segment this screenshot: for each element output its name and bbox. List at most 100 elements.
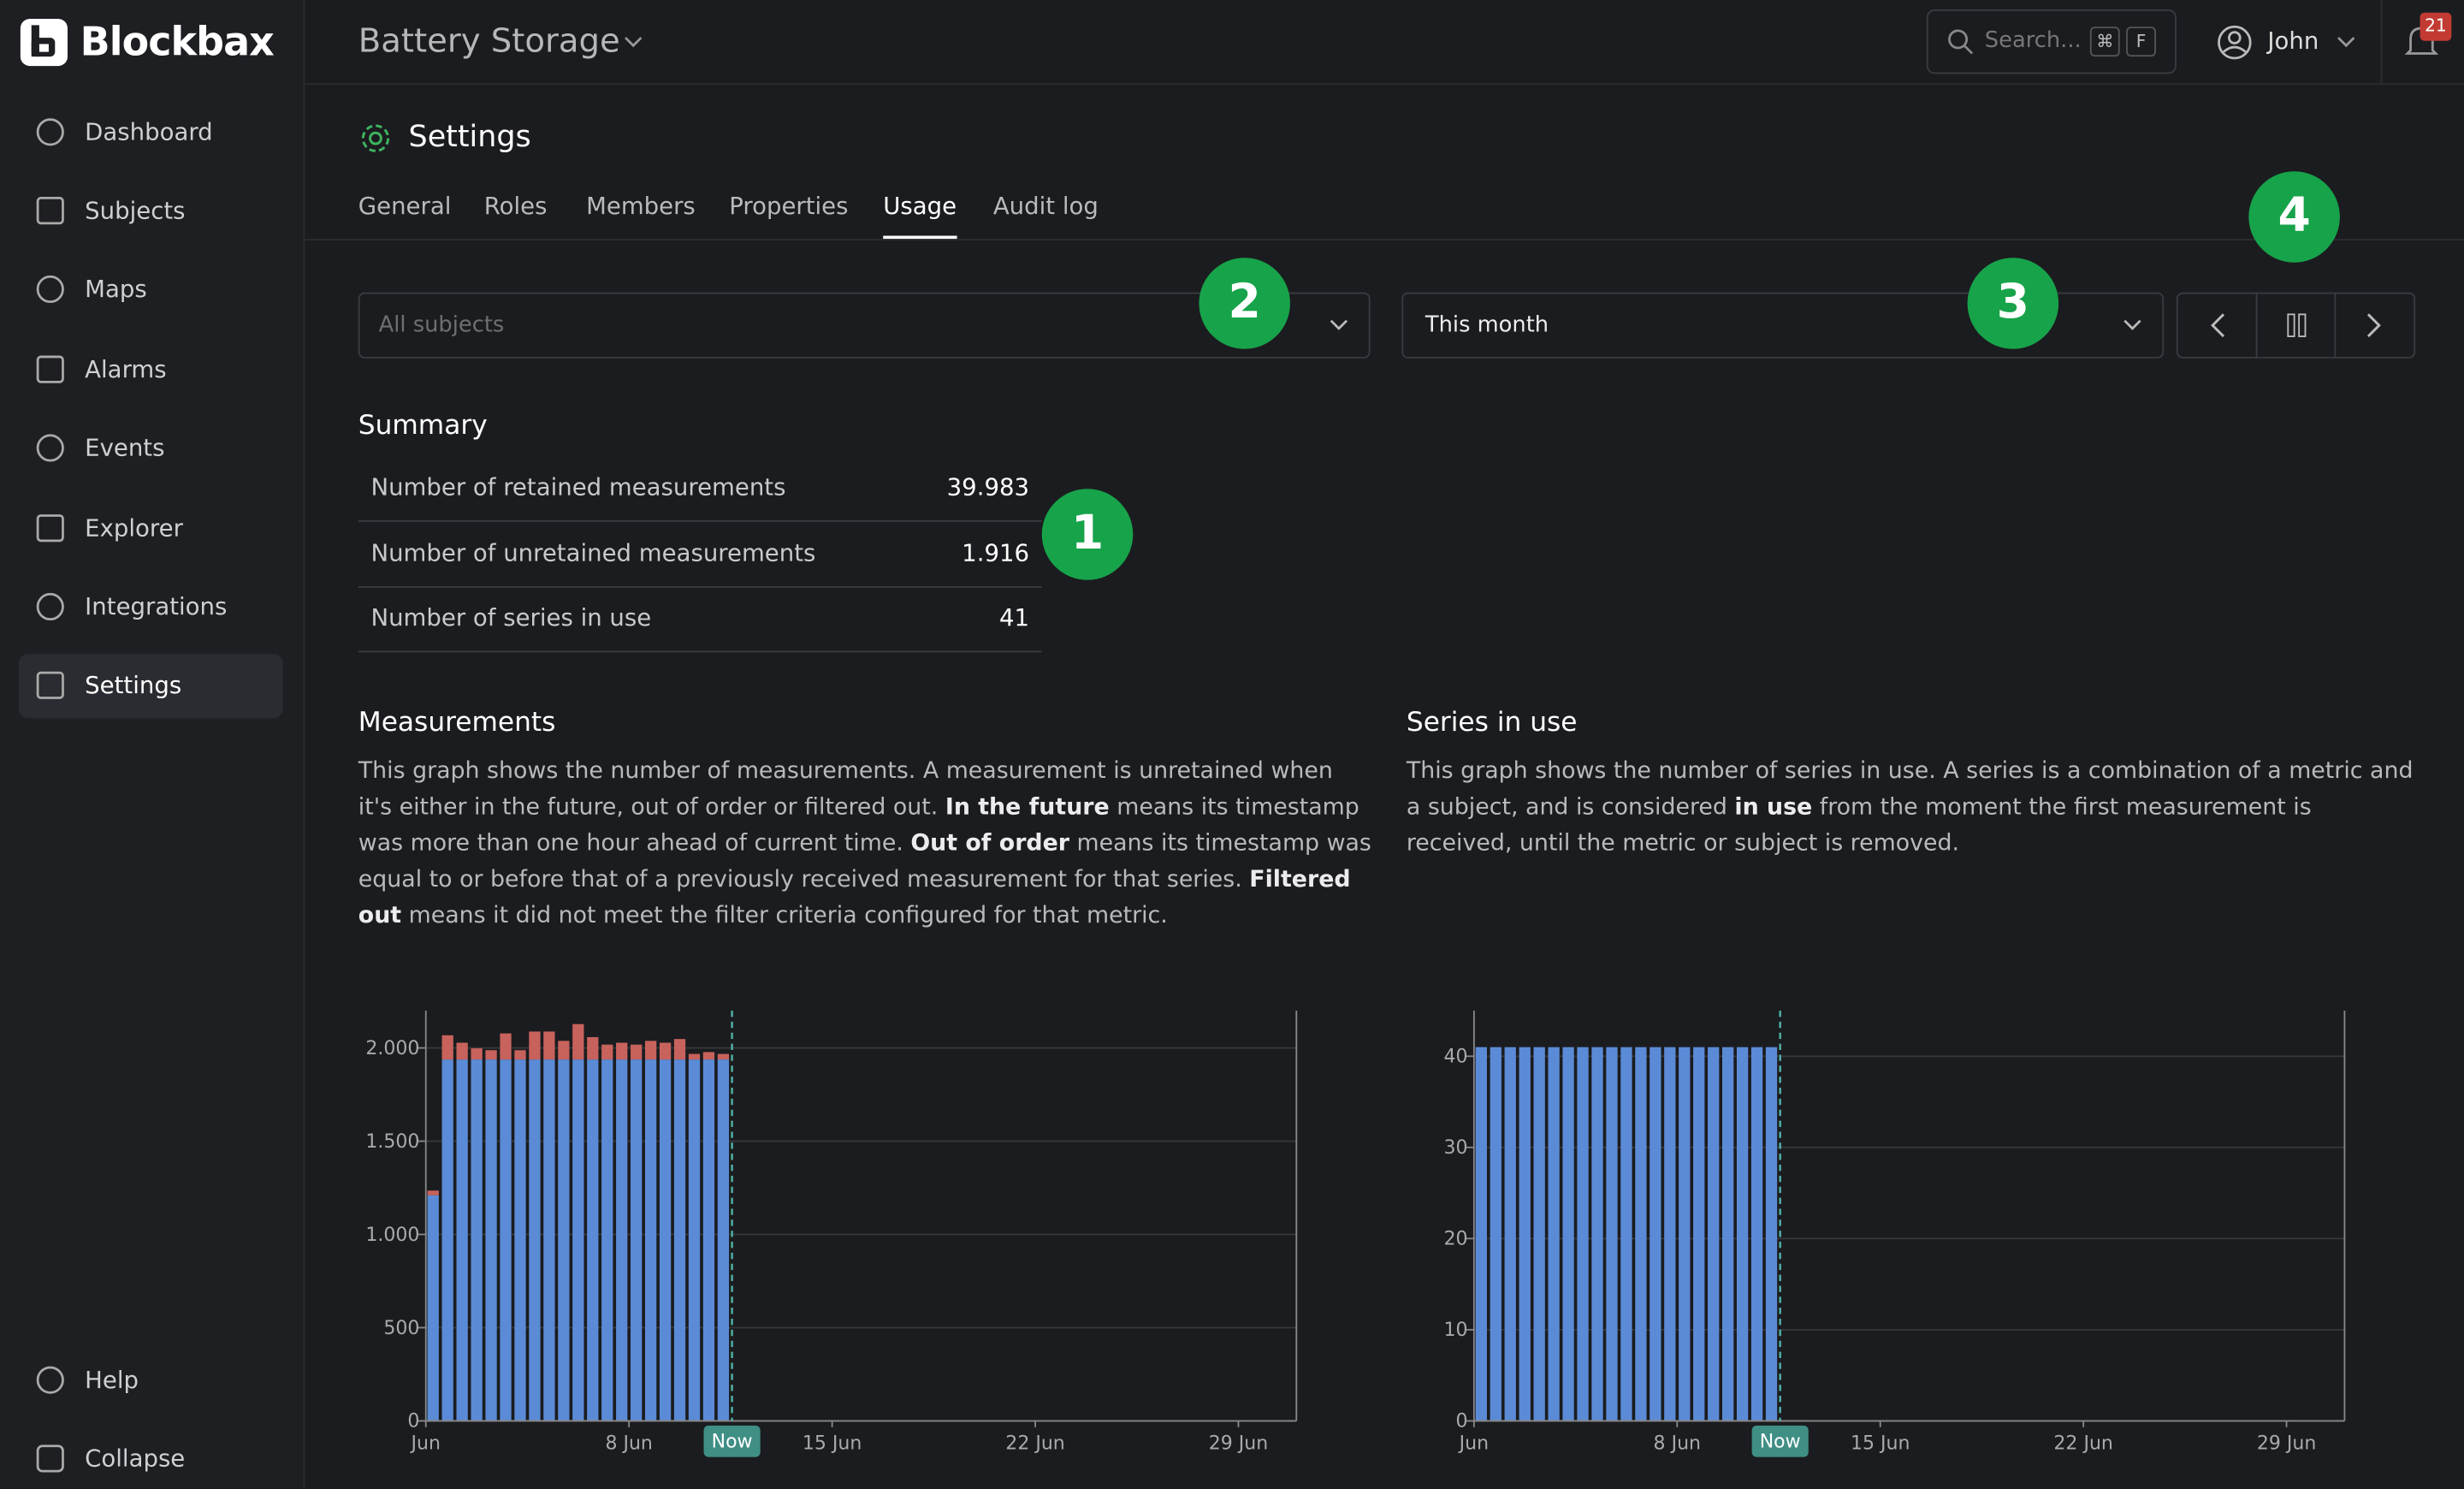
bar xyxy=(1722,1047,1734,1421)
x-tick-label: 22 Jun xyxy=(1005,1433,1064,1454)
bar xyxy=(1750,1047,1763,1421)
text-run: In the future xyxy=(945,793,1110,821)
bar xyxy=(1562,1047,1574,1421)
bar xyxy=(601,1059,613,1421)
nav-icon xyxy=(36,197,64,225)
now-tag xyxy=(703,1425,761,1457)
project-name[interactable]: Battery Storage xyxy=(358,21,620,60)
bar xyxy=(427,1190,439,1195)
search-box[interactable]: Search... ⌘ F xyxy=(1926,9,2177,74)
x-tick-label: 29 Jun xyxy=(1209,1433,1268,1454)
nav-label: Help xyxy=(85,1366,139,1395)
bar xyxy=(673,1059,686,1421)
period: This month xyxy=(1424,312,1549,338)
bar xyxy=(1475,1047,1487,1421)
bar xyxy=(1533,1047,1545,1421)
section-text: This graph shows the number of measureme… xyxy=(358,753,1372,934)
bar xyxy=(1664,1047,1676,1421)
nav-icon xyxy=(36,434,64,462)
x-tick-label: Jun xyxy=(1458,1433,1489,1454)
bar xyxy=(702,1052,715,1060)
text-run: in use xyxy=(1734,793,1813,821)
bar xyxy=(1591,1047,1603,1421)
bar xyxy=(1765,1047,1778,1421)
nav-item[interactable]: Collapse xyxy=(19,1427,283,1489)
now-label: Now xyxy=(1760,1432,1801,1453)
bar xyxy=(1490,1047,1502,1421)
bar xyxy=(659,1059,672,1421)
nav-label: Settings xyxy=(85,671,182,700)
nav-icon xyxy=(36,1445,64,1473)
y-tick-label: 40 xyxy=(1443,1047,1467,1068)
section-title: Series in use xyxy=(1406,707,1578,739)
text-run: from the moment the first measurement is… xyxy=(1406,793,2312,857)
bar xyxy=(644,1059,657,1421)
x-tick-label: 29 Jun xyxy=(2257,1433,2316,1454)
tab[interactable]: General xyxy=(358,192,452,221)
chevron xyxy=(2123,319,2141,330)
nav-item[interactable]: Settings xyxy=(19,654,283,719)
bar xyxy=(1679,1047,1691,1421)
text-run: Filtered out xyxy=(358,866,1351,929)
nav-item[interactable]: Help xyxy=(19,1349,283,1413)
bar xyxy=(572,1059,584,1421)
y-tick-label: 1.500 xyxy=(365,1131,419,1153)
nav-label: Alarms xyxy=(85,355,167,384)
bar xyxy=(500,1059,512,1421)
nav-item[interactable]: Dashboard xyxy=(19,101,283,165)
bar xyxy=(1693,1047,1705,1421)
bar xyxy=(441,1059,453,1421)
row-label: Number of unretained measurements xyxy=(370,538,816,567)
nav-icon xyxy=(36,118,64,146)
bar xyxy=(543,1059,555,1421)
tab[interactable]: Members xyxy=(586,192,696,221)
bar xyxy=(644,1041,657,1060)
period-nav xyxy=(2176,292,2416,359)
summary-row: Number of retained measurements 39.983 xyxy=(358,456,1042,522)
row-value: 39.983 xyxy=(946,472,1030,501)
period-buttons[interactable] xyxy=(2178,294,2414,357)
text-run: This graph shows the number of measureme… xyxy=(358,757,1333,821)
nav-item[interactable]: Integrations xyxy=(19,575,283,639)
nav-item[interactable]: Maps xyxy=(19,258,283,322)
bar xyxy=(529,1059,541,1421)
nav-icon xyxy=(36,514,64,543)
subject-select[interactable]: All subjects xyxy=(358,292,1371,359)
user-name[interactable]: John xyxy=(2267,27,2319,56)
period-select[interactable]: This month xyxy=(1401,292,2165,359)
placeholder: All subjects xyxy=(378,312,505,338)
nav-label: Integrations xyxy=(85,592,228,621)
bar xyxy=(717,1059,730,1421)
icon-shape xyxy=(36,275,64,304)
bar xyxy=(1548,1047,1560,1421)
bar xyxy=(514,1050,526,1060)
x-tick-label: 15 Jun xyxy=(1851,1433,1910,1454)
nav-icon xyxy=(36,671,64,699)
sidebar: Blockbax Dashboard Subjects Maps Alarms Even… xyxy=(0,0,305,1489)
tab[interactable]: Properties xyxy=(729,192,849,221)
tab[interactable]: Audit log xyxy=(992,192,1099,221)
bar xyxy=(631,1059,643,1421)
icon-shape xyxy=(36,197,64,225)
nav-item[interactable]: Events xyxy=(19,417,283,481)
bar xyxy=(1736,1047,1749,1421)
bar xyxy=(702,1059,715,1421)
bar xyxy=(471,1059,483,1421)
bar xyxy=(1606,1047,1618,1421)
icon-shape xyxy=(36,592,64,621)
topbar: Battery Storage Search... ⌘ F John 21 xyxy=(305,0,2464,86)
tab[interactable]: Usage xyxy=(883,192,957,240)
nav-icon xyxy=(36,1366,64,1394)
nav-item[interactable]: Explorer xyxy=(19,496,283,561)
bar xyxy=(1650,1047,1661,1421)
divider xyxy=(2380,0,2383,84)
nav-icon xyxy=(36,355,64,383)
tab[interactable]: Roles xyxy=(483,192,548,221)
bar xyxy=(616,1042,628,1060)
summary-row: Number of unretained measurements 1.916 xyxy=(358,521,1042,588)
nav-item[interactable]: Subjects xyxy=(19,179,283,243)
row-label: Number of series in use xyxy=(370,603,652,632)
nav-item[interactable]: Alarms xyxy=(19,338,283,402)
tab-divider xyxy=(305,239,2464,241)
nav-label: Maps xyxy=(85,275,147,304)
